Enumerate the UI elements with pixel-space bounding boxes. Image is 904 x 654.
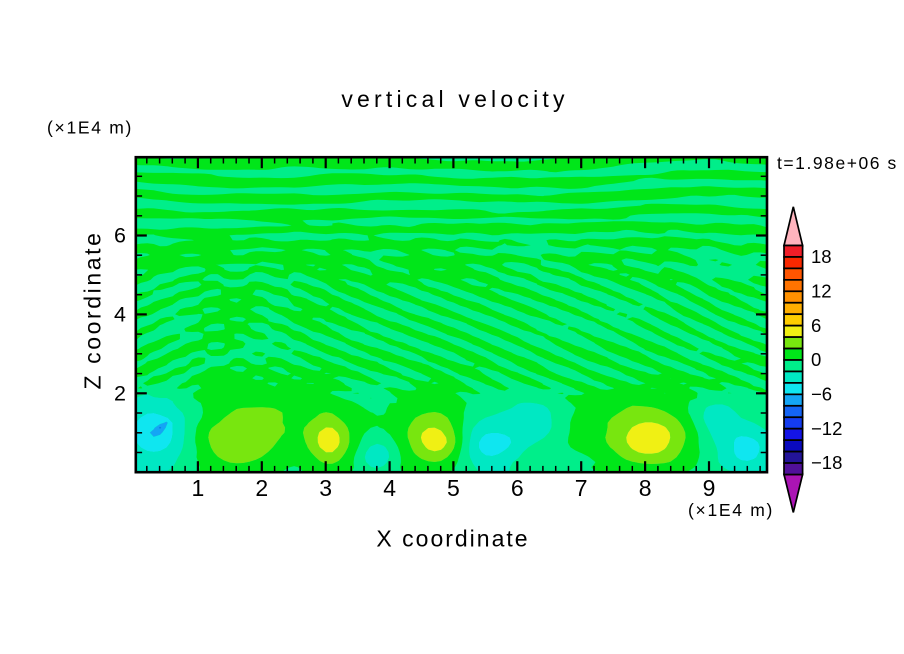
svg-text:(×1E4 m): (×1E4 m) bbox=[688, 500, 774, 520]
svg-text:7: 7 bbox=[575, 475, 588, 501]
svg-text:−18: −18 bbox=[811, 452, 842, 473]
svg-text:6: 6 bbox=[511, 475, 524, 501]
svg-text:2: 2 bbox=[114, 381, 126, 405]
svg-text:4: 4 bbox=[383, 475, 396, 501]
svg-text:Z coordinate: Z coordinate bbox=[80, 230, 106, 389]
svg-text:3: 3 bbox=[319, 475, 332, 501]
svg-text:0: 0 bbox=[811, 349, 821, 370]
svg-text:18: 18 bbox=[811, 246, 832, 267]
svg-text:(×1E4 m): (×1E4 m) bbox=[47, 118, 133, 138]
svg-text:−6: −6 bbox=[811, 384, 832, 405]
svg-text:2: 2 bbox=[255, 475, 268, 501]
svg-text:4: 4 bbox=[114, 302, 126, 326]
svg-text:−12: −12 bbox=[811, 418, 842, 439]
svg-text:1: 1 bbox=[192, 475, 205, 501]
svg-text:6: 6 bbox=[811, 315, 821, 336]
svg-text:6: 6 bbox=[114, 224, 126, 248]
svg-text:5: 5 bbox=[447, 475, 460, 501]
svg-text:12: 12 bbox=[811, 281, 832, 302]
svg-text:X coordinate: X coordinate bbox=[376, 526, 529, 552]
svg-text:8: 8 bbox=[639, 475, 652, 501]
svg-text:vertical velocity: vertical velocity bbox=[341, 86, 568, 112]
svg-text:9: 9 bbox=[703, 475, 716, 501]
svg-text:t=1.98e+06 s: t=1.98e+06 s bbox=[777, 153, 898, 173]
